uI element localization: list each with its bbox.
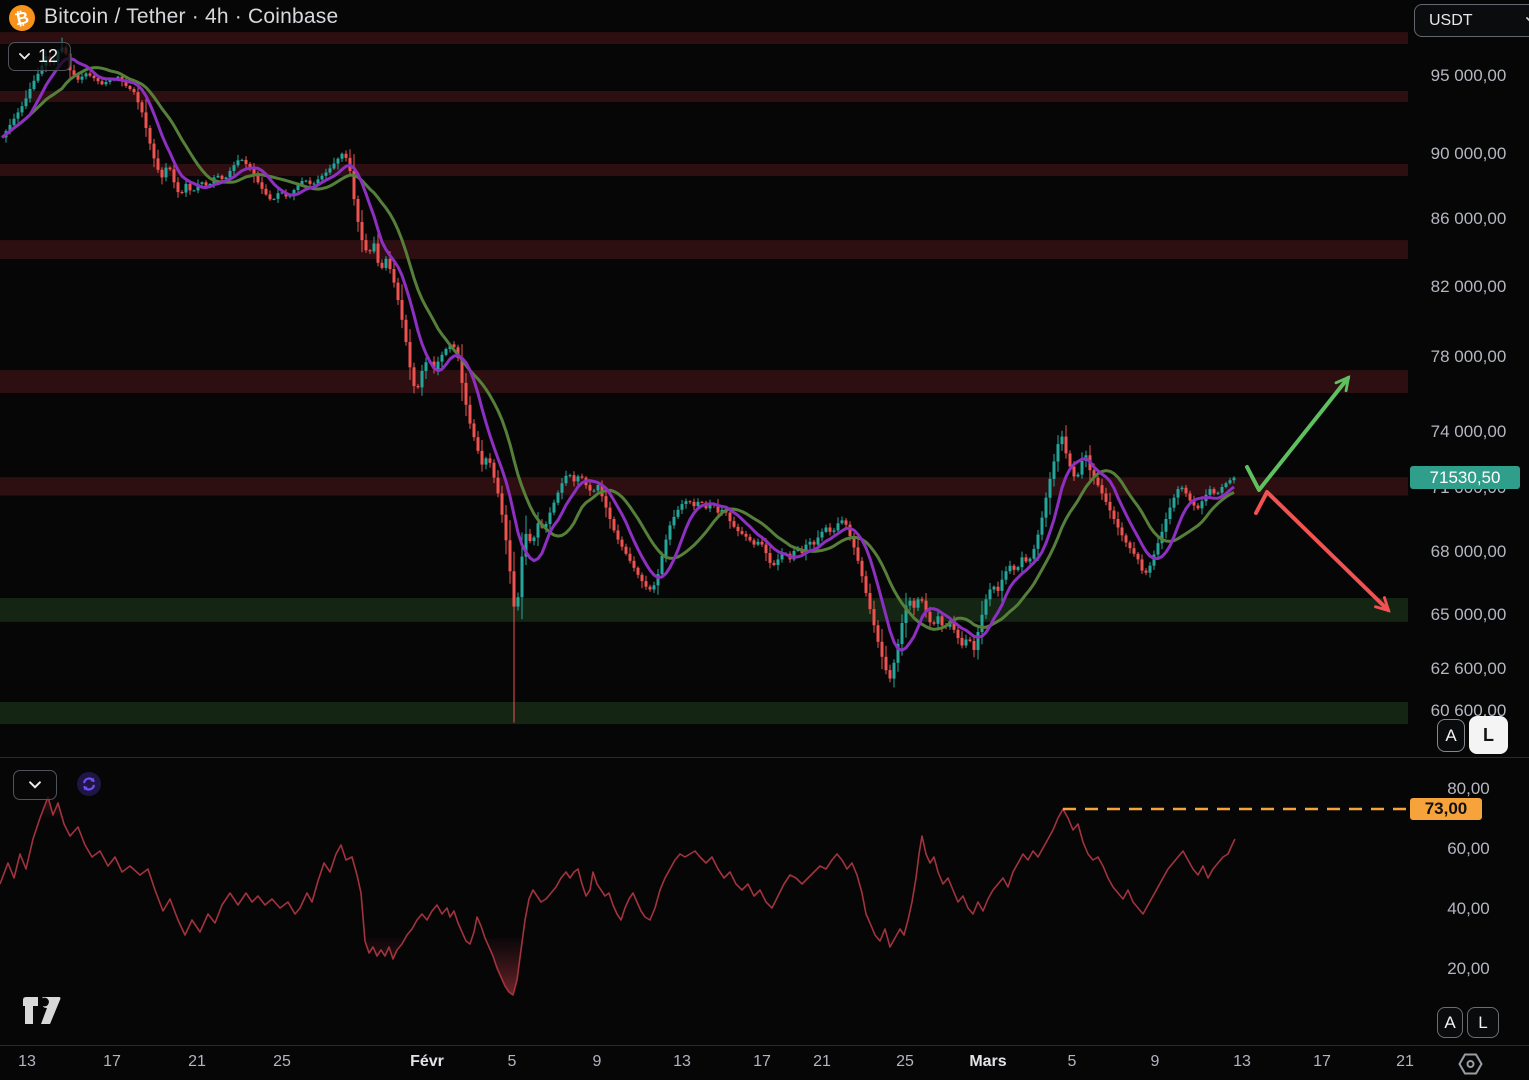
main-price-chart[interactable] bbox=[0, 0, 1408, 758]
tradingview-logo[interactable] bbox=[21, 994, 61, 1030]
symbol-title[interactable]: Bitcoin / Tether · 4h · Coinbase bbox=[44, 5, 339, 28]
chevron-down-icon bbox=[19, 53, 30, 60]
time-axis-label: 25 bbox=[896, 1053, 914, 1070]
auto-scale-button-rsi[interactable]: A bbox=[1437, 1007, 1463, 1038]
time-axis-label: Févr bbox=[410, 1053, 444, 1070]
time-axis-label: 21 bbox=[813, 1053, 831, 1070]
time-axis-label: 17 bbox=[103, 1053, 121, 1070]
auto-scale-button-main[interactable]: A bbox=[1437, 719, 1465, 752]
time-axis-label: 13 bbox=[18, 1053, 36, 1070]
log-scale-button-main[interactable]: L bbox=[1469, 716, 1508, 754]
price-axis-tick: 60 600,00 bbox=[1430, 701, 1507, 720]
price-axis-tick: 78 000,00 bbox=[1430, 347, 1507, 366]
time-axis-label: 25 bbox=[273, 1053, 291, 1070]
hidden-indicators-count: 12 bbox=[38, 46, 59, 66]
circular-arrows-icon bbox=[83, 777, 95, 791]
bitcoin-icon: ₿ bbox=[9, 5, 35, 31]
currency-dropdown[interactable]: USDT bbox=[1414, 4, 1529, 37]
currency-dropdown-value: USDT bbox=[1429, 11, 1473, 29]
rsi-indicator-pane[interactable] bbox=[0, 758, 1408, 1045]
time-axis-label: 21 bbox=[1396, 1053, 1414, 1070]
rsi-axis-tick: 60,00 bbox=[1447, 839, 1490, 858]
time-axis-label: 5 bbox=[507, 1053, 517, 1070]
price-axis-tick: 65 000,00 bbox=[1430, 605, 1507, 624]
rsi-axis-tick: 20,00 bbox=[1447, 959, 1490, 978]
time-axis-label: 9 bbox=[1150, 1053, 1160, 1070]
time-axis-label: 5 bbox=[1067, 1053, 1077, 1070]
time-axis-label: 13 bbox=[1233, 1053, 1251, 1070]
rsi-pane-collapse-button[interactable] bbox=[13, 770, 57, 800]
last-price-label: 71530,50 bbox=[1410, 466, 1520, 489]
time-axis-label: Mars bbox=[969, 1053, 1007, 1070]
rsi-axis-tick: 40,00 bbox=[1447, 899, 1490, 918]
price-axis-tick: 82 000,00 bbox=[1430, 277, 1507, 296]
price-axis-tick: 86 000,00 bbox=[1430, 209, 1507, 228]
time-axis-label: 13 bbox=[673, 1053, 691, 1070]
chevron-down-icon bbox=[29, 781, 41, 789]
price-axis-tick: 90 000,00 bbox=[1430, 144, 1507, 163]
sync-refresh-icon[interactable] bbox=[77, 772, 101, 796]
time-axis-separator bbox=[0, 1045, 1529, 1046]
log-scale-button-rsi[interactable]: L bbox=[1467, 1007, 1499, 1038]
price-axis-tick: 95 000,00 bbox=[1430, 66, 1507, 85]
legend-collapse-button[interactable]: 12 bbox=[8, 42, 72, 71]
hexagon-settings-icon[interactable] bbox=[1457, 1051, 1484, 1077]
time-axis-label: 17 bbox=[753, 1053, 771, 1070]
time-axis-label: 21 bbox=[188, 1053, 206, 1070]
rsi-axis-tick: 80,00 bbox=[1447, 779, 1490, 798]
rsi-level-label: 73,00 bbox=[1410, 798, 1482, 820]
pane-separator[interactable] bbox=[0, 757, 1529, 758]
time-axis-label: 17 bbox=[1313, 1053, 1331, 1070]
price-axis-tick: 62 600,00 bbox=[1430, 659, 1507, 678]
time-axis-label: 9 bbox=[592, 1053, 602, 1070]
price-axis-tick: 74 000,00 bbox=[1430, 422, 1507, 441]
price-axis-tick: 68 000,00 bbox=[1430, 542, 1507, 561]
